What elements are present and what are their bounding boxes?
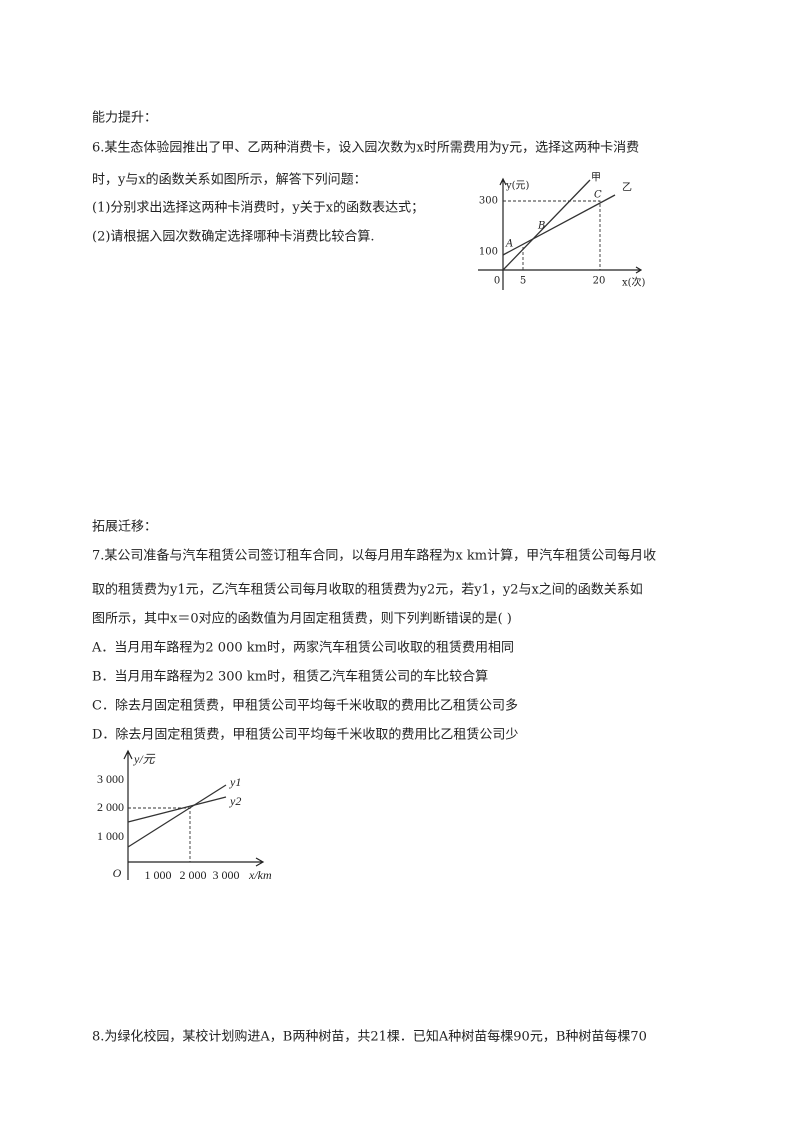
line-label: y1 xyxy=(229,775,241,789)
section-extension: 拓展迁移： 7.某公司准备与汽车租赁公司签订租车合同，以每月用车路程为x km计… xyxy=(91,520,656,743)
figure-1: y(元) 300 100 0 5 20 x(次) 甲 乙 A B C xyxy=(478,173,646,290)
line-label: 甲 xyxy=(591,173,601,184)
question-line: 取的租赁费为y1元，乙汽车租赁公司每月收取的租赁费为y2元，若y1，y2与x之间… xyxy=(92,582,643,598)
question-line: 8.为绿化校园，某校计划购进A，B两种树苗，共21棵．已知A种树苗每棵90元，B… xyxy=(92,1029,647,1045)
point-label: B xyxy=(537,221,545,232)
origin-label: 0 xyxy=(494,276,500,287)
option: D．除去月固定租赁费，甲租赁公司平均每千米收取的费用比乙租赁公司少 xyxy=(92,727,518,743)
y-tick-label: 100 xyxy=(479,247,498,258)
question-line: (1)分别求出选择这两种卡消费时，y关于x的函数表达式； xyxy=(92,200,424,216)
point-label: A xyxy=(505,239,513,250)
axes xyxy=(478,177,643,290)
question-line: 图所示，其中x＝0对应的函数值为月固定租赁费，则下列判断错误的是( ) xyxy=(92,611,512,627)
line-jia xyxy=(502,179,591,271)
option: C．除去月固定租赁费，甲租赁公司平均每千米收取的费用比乙租赁公司多 xyxy=(92,698,518,714)
y-tick-label: 300 xyxy=(479,196,498,207)
section-ability: 能力提升： 6.某生态体验园推出了甲、乙两种消费卡，设入园次数为x时所需费用为y… xyxy=(92,110,639,245)
x-axis-label: x(次) xyxy=(622,276,646,289)
point-label: C xyxy=(594,190,602,201)
line-label: y2 xyxy=(229,794,241,808)
y-tick-label: 3 000 xyxy=(97,772,124,786)
x-axis-label: x/km xyxy=(248,868,272,882)
heading: 拓展迁移： xyxy=(92,520,157,535)
axes xyxy=(123,749,265,880)
x-tick-label: 3 000 xyxy=(213,868,240,882)
option: B．当月用车路程为2 300 km时，租赁乙汽车租赁公司的车比较合算 xyxy=(92,669,488,685)
question-line: 6.某生态体验园推出了甲、乙两种消费卡，设入园次数为x时所需费用为y元，选择这两… xyxy=(92,140,639,156)
figure-2: y/元 3 000 2 000 1 000 O 1 000 2 000 3 00… xyxy=(97,749,272,882)
line-y2 xyxy=(127,796,227,823)
y-tick-label: 1 000 xyxy=(97,829,124,843)
y-tick-label: 2 000 xyxy=(97,800,124,814)
question-line: 时，y与x的函数关系如图所示，解答下列问题： xyxy=(92,172,367,188)
origin-label: O xyxy=(113,866,122,880)
option: A．当月用车路程为2 000 km时，两家汽车租赁公司收取的租赁费用相同 xyxy=(91,640,514,656)
x-tick-label: 20 xyxy=(593,276,606,287)
y-axis-label: y/元 xyxy=(133,752,156,766)
line-yi xyxy=(502,194,616,256)
heading: 能力提升： xyxy=(92,110,157,126)
question-line: (2)请根据入园次数确定选择哪种卡消费比较合算. xyxy=(92,229,375,245)
guide-lines xyxy=(128,807,191,862)
x-tick-label: 1 000 xyxy=(145,868,172,882)
x-tick-label: 2 000 xyxy=(180,868,207,882)
line-label: 乙 xyxy=(622,182,632,194)
y-axis-label: y(元) xyxy=(505,181,530,192)
x-tick-label: 5 xyxy=(520,276,526,287)
question-line: 7.某公司准备与汽车租赁公司签订租车合同，以每月用车路程为x km计算，甲汽车租… xyxy=(92,548,656,564)
line-y1 xyxy=(127,784,227,848)
